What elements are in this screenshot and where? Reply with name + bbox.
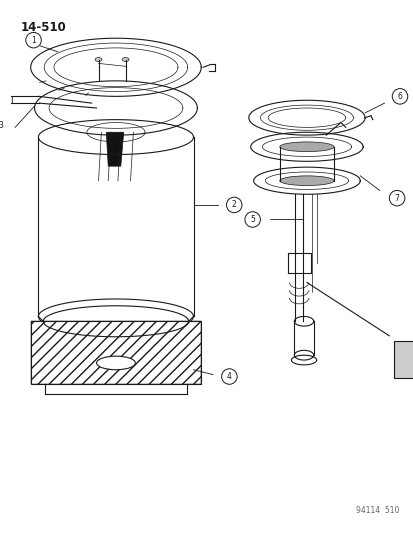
Text: 14-510: 14-510 (21, 21, 66, 34)
Bar (31, 321, 201, 384)
Ellipse shape (95, 58, 102, 61)
Text: 4: 4 (226, 372, 231, 381)
Bar (7, 96, 12, 103)
Circle shape (244, 212, 260, 227)
Bar (31, 321, 201, 384)
Text: 1: 1 (31, 36, 36, 45)
Ellipse shape (279, 176, 333, 185)
Circle shape (26, 33, 41, 48)
Bar (393, 341, 413, 377)
Text: 7: 7 (394, 193, 399, 203)
Circle shape (226, 197, 242, 213)
Text: 6: 6 (396, 92, 401, 101)
Text: 5: 5 (249, 215, 254, 224)
Ellipse shape (279, 142, 333, 151)
Circle shape (0, 118, 8, 133)
Text: 94114  510: 94114 510 (355, 506, 398, 515)
Ellipse shape (122, 58, 129, 61)
Circle shape (391, 88, 407, 104)
Text: 2: 2 (231, 200, 236, 209)
Circle shape (388, 190, 404, 206)
Text: 3: 3 (0, 121, 3, 130)
Circle shape (221, 369, 237, 384)
Polygon shape (106, 132, 123, 166)
Ellipse shape (96, 356, 135, 370)
